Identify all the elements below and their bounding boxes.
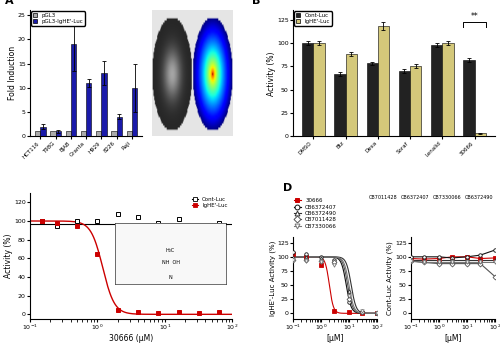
Legend: pGL3, pGL3-IgHE'-Luc: pGL3, pGL3-IgHE'-Luc bbox=[31, 11, 85, 26]
Bar bbox=[96, 131, 102, 136]
X-axis label: [μM]: [μM] bbox=[444, 334, 462, 343]
Bar bbox=[346, 54, 357, 136]
Bar bbox=[35, 131, 40, 136]
Bar bbox=[366, 63, 378, 136]
X-axis label: 30666 (μM): 30666 (μM) bbox=[109, 334, 153, 343]
Y-axis label: Fold Induction: Fold Induction bbox=[8, 46, 16, 100]
Bar bbox=[71, 44, 76, 136]
Y-axis label: IgHE'-Luc Activity (%): IgHE'-Luc Activity (%) bbox=[269, 240, 276, 316]
Bar bbox=[81, 131, 86, 136]
Bar bbox=[50, 131, 56, 136]
Bar bbox=[463, 60, 474, 136]
Bar bbox=[132, 88, 137, 136]
Text: CB7011428: CB7011428 bbox=[368, 195, 397, 200]
Bar bbox=[378, 26, 389, 136]
Bar bbox=[126, 131, 132, 136]
Bar bbox=[314, 43, 324, 136]
Text: A: A bbox=[6, 0, 14, 6]
Legend: Cont-Luc, IgHE'-Luc: Cont-Luc, IgHE'-Luc bbox=[190, 196, 230, 210]
Y-axis label: Activity (%): Activity (%) bbox=[266, 51, 276, 96]
X-axis label: [μM]: [μM] bbox=[326, 334, 344, 343]
Text: CB7330066: CB7330066 bbox=[432, 195, 461, 200]
Bar bbox=[56, 131, 61, 136]
Bar bbox=[334, 74, 345, 136]
Text: **: ** bbox=[470, 12, 478, 21]
Bar bbox=[410, 66, 422, 136]
Bar bbox=[116, 117, 122, 136]
Bar bbox=[474, 133, 486, 136]
Text: CB6372407: CB6372407 bbox=[400, 195, 429, 200]
Bar bbox=[302, 43, 314, 136]
Text: CB6372490: CB6372490 bbox=[464, 195, 493, 200]
Y-axis label: Activity (%): Activity (%) bbox=[4, 234, 13, 278]
Bar bbox=[86, 83, 92, 136]
Bar bbox=[442, 43, 454, 136]
Legend: 30666, CB6372407, CB6372490, CB7011428, CB7330066: 30666, CB6372407, CB6372490, CB7011428, … bbox=[292, 197, 339, 230]
Text: B: B bbox=[252, 0, 261, 6]
Text: D: D bbox=[283, 183, 292, 193]
Y-axis label: Cont-Luc Activity (%): Cont-Luc Activity (%) bbox=[387, 241, 394, 315]
Bar bbox=[102, 73, 106, 136]
Bar bbox=[398, 71, 410, 136]
Bar bbox=[431, 45, 442, 136]
Bar bbox=[66, 131, 71, 136]
Bar bbox=[40, 127, 46, 136]
Bar bbox=[112, 131, 116, 136]
Legend: Cont-Luc, IgHE'-Luc: Cont-Luc, IgHE'-Luc bbox=[294, 11, 332, 26]
